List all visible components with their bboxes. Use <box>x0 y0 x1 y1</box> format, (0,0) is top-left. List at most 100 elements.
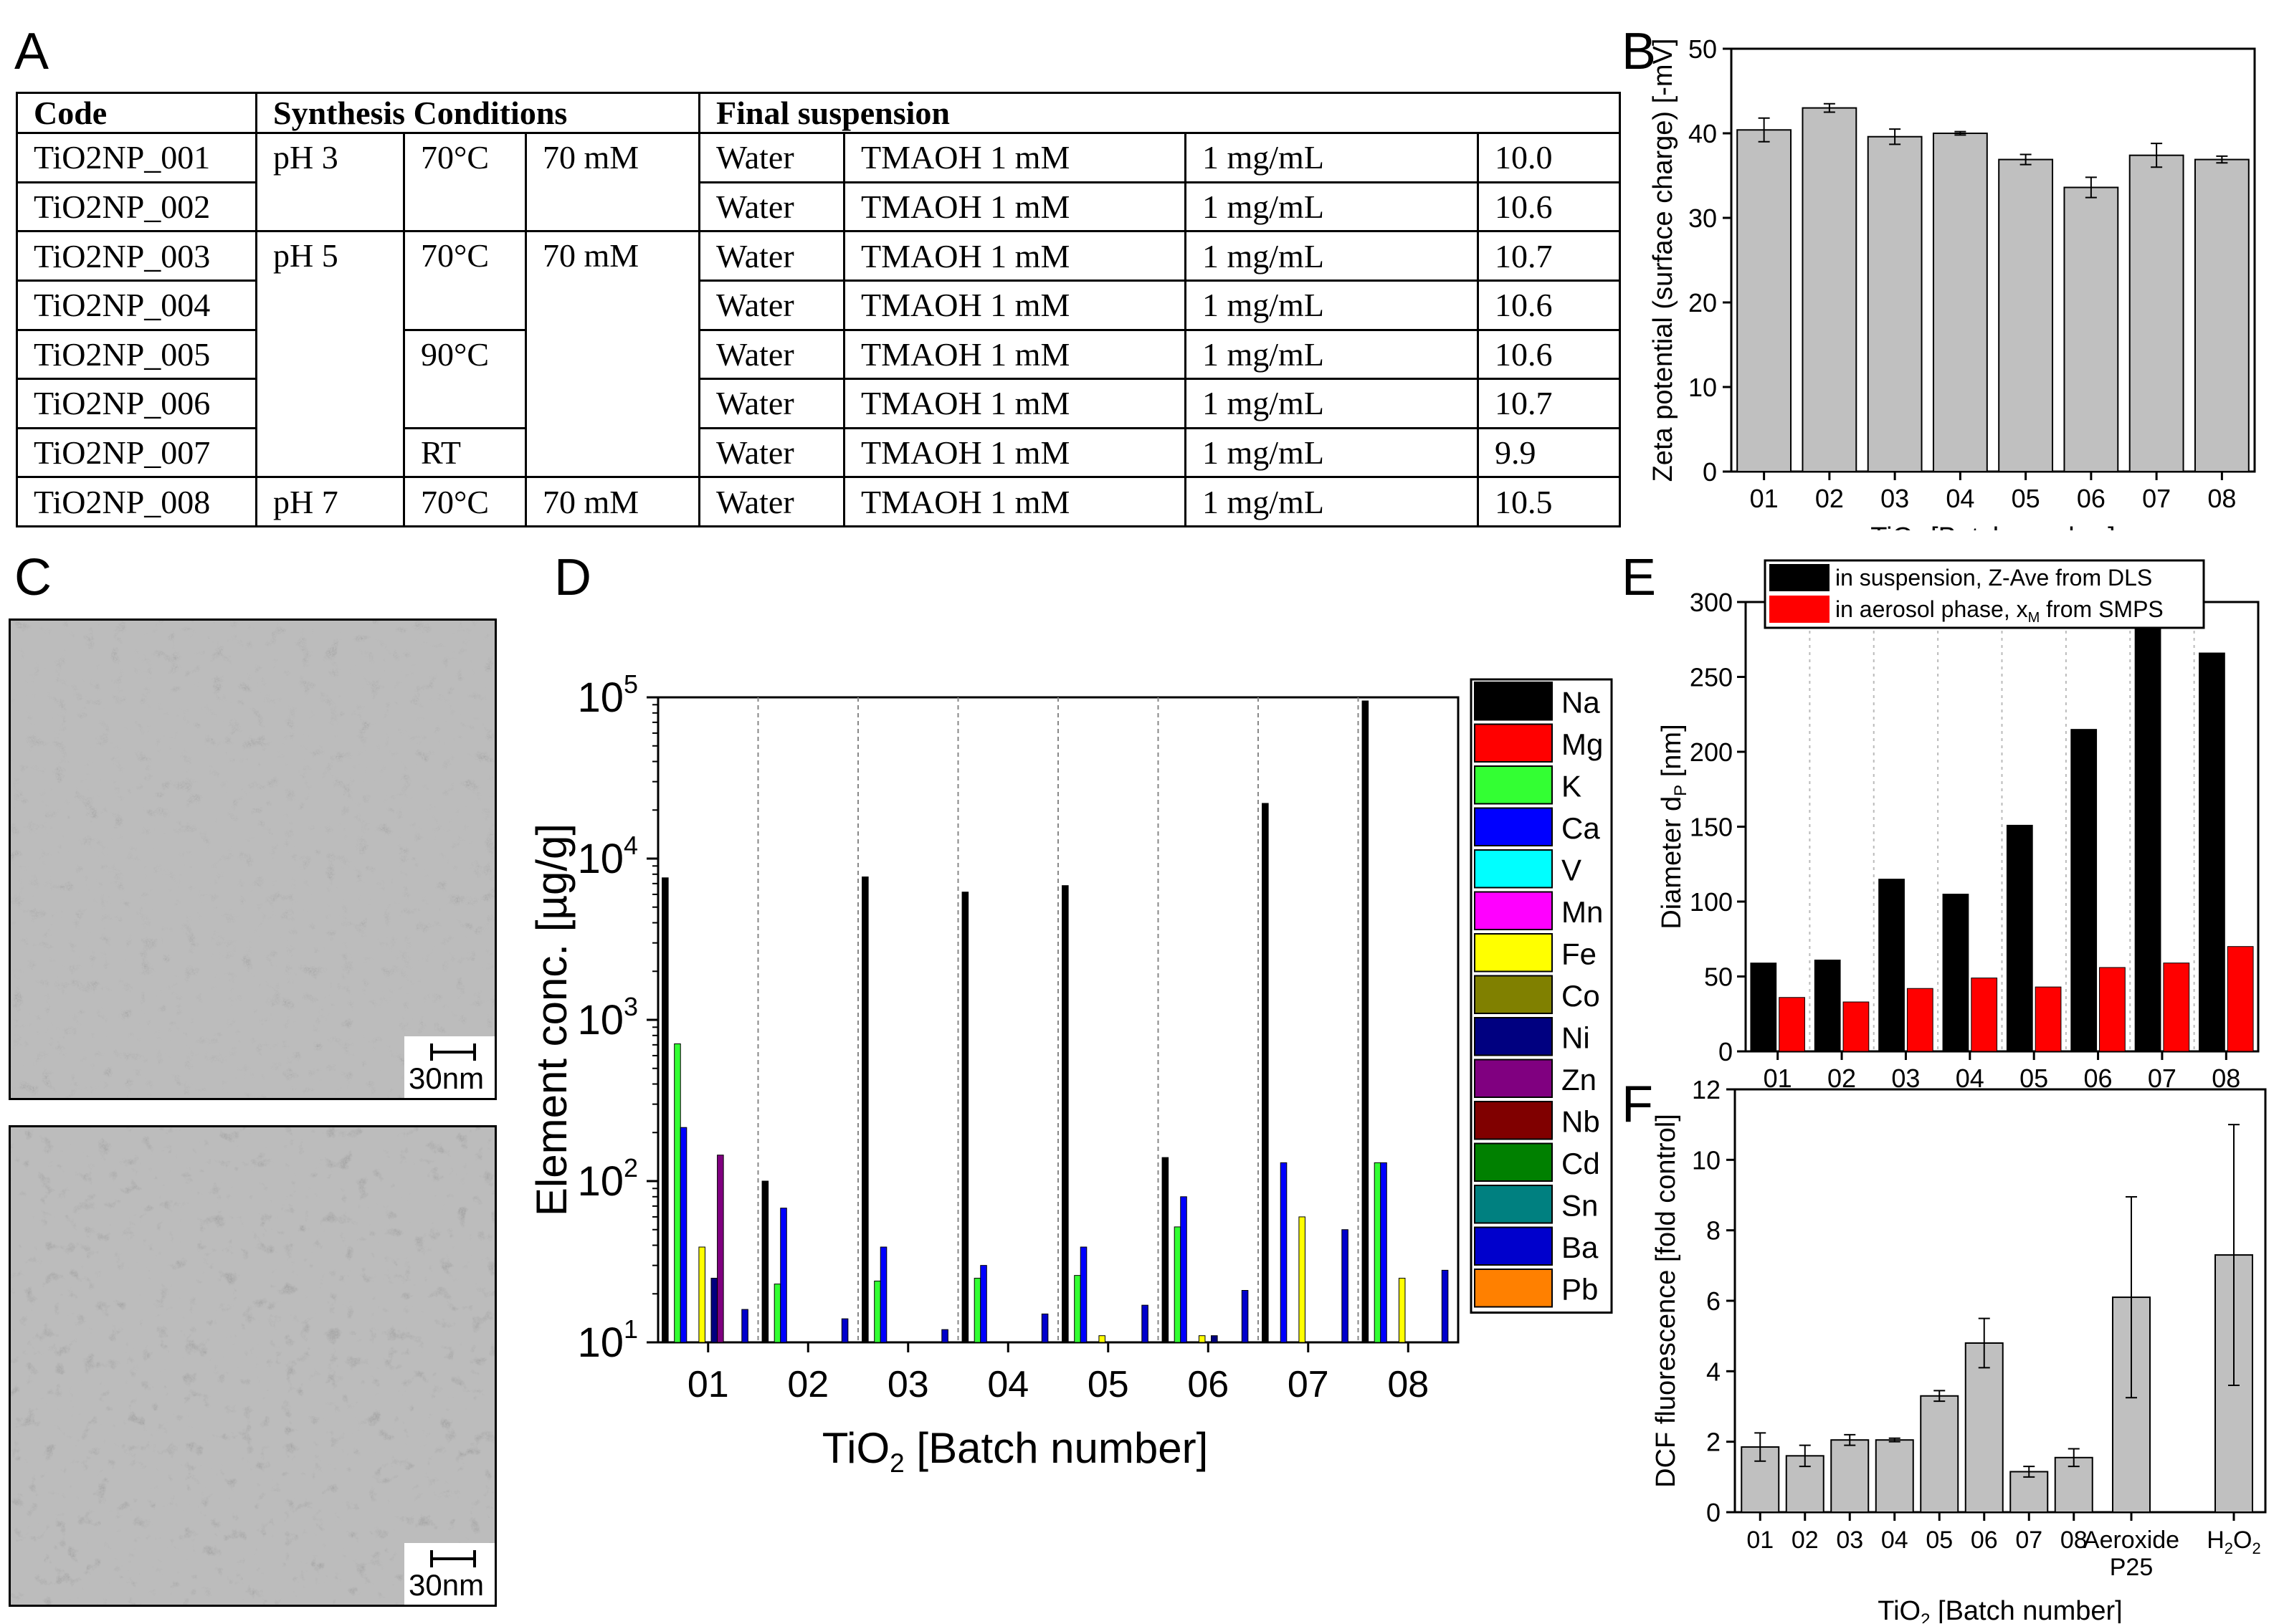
y-tick-label: 12 <box>1692 1079 1721 1104</box>
bar <box>1971 978 1998 1052</box>
bar <box>1298 1216 1305 1343</box>
bar <box>980 1265 987 1343</box>
panel-label-f: F <box>1622 1076 1653 1133</box>
legend-swatch <box>1474 765 1553 805</box>
legend-swatch <box>1474 1226 1553 1266</box>
bar <box>1875 1439 1914 1514</box>
y-axis-label: DCF fluorescence [fold control] <box>1651 1114 1681 1488</box>
cell-code: TiO2NP_002 <box>16 181 257 233</box>
bar <box>1098 1335 1105 1343</box>
y-tick-label: 50 <box>1704 963 1733 992</box>
x-tick-label: 02 <box>1792 1527 1819 1554</box>
bar <box>1736 129 1792 472</box>
bar <box>2035 986 2062 1052</box>
x-tick-label: 08 <box>1387 1364 1429 1405</box>
bar <box>2006 824 2033 1052</box>
cell-mass: 1 mg/mL <box>1184 132 1479 183</box>
legend-label: Co <box>1561 979 1600 1013</box>
cell-medium: Water <box>698 181 845 233</box>
y-tick-label: 105 <box>577 669 638 721</box>
cell-medium: Water <box>698 426 845 479</box>
cell-value: 10.7 <box>1476 230 1622 282</box>
cell-additive: TMAOH 1 mM <box>843 181 1186 233</box>
bar <box>741 1309 748 1343</box>
bar <box>862 877 869 1343</box>
y-tick-label: 300 <box>1690 588 1733 617</box>
legend-swatch <box>1474 933 1553 973</box>
bar <box>780 1208 787 1343</box>
cell-mass: 1 mg/mL <box>1184 476 1479 527</box>
bar <box>717 1155 724 1343</box>
legend-label: Mg <box>1561 727 1603 761</box>
bar <box>2199 652 2225 1052</box>
y-tick-label: 4 <box>1706 1357 1721 1386</box>
x-tick-label: 04 <box>1946 484 1974 513</box>
chart-b-zeta-potential: 0 10 20 30 40 50 01 02 03 04 05 06 07 08 Zeta potentia… <box>1648 34 2256 530</box>
x-tick-label: 01 <box>1764 1064 1792 1089</box>
bar <box>1074 1275 1081 1343</box>
cell-temp: 90°C <box>403 328 527 429</box>
cell-conc: 70 mM <box>525 476 700 527</box>
x-tick-label: 07 <box>2142 484 2171 513</box>
bar <box>698 1246 705 1343</box>
y-tick-label: 103 <box>577 992 638 1043</box>
bar <box>880 1246 888 1343</box>
synthesis-table: Code Synthesis Conditions Final suspensi… <box>16 92 1622 527</box>
legend-swatch <box>1474 1101 1553 1140</box>
legend-swatch <box>1474 1142 1553 1182</box>
x-tick-label: 06 <box>2077 484 2106 513</box>
bar <box>1942 894 1969 1052</box>
bar <box>2099 967 2126 1052</box>
x-axis-label: TiO2 [Batch number] <box>1870 522 2115 530</box>
bar <box>761 1180 769 1343</box>
panel-label-e: E <box>1622 549 1657 606</box>
cell-temp: 70°C <box>403 230 527 331</box>
x-tick-label: 02 <box>1815 484 1844 513</box>
bar <box>1920 1395 1959 1513</box>
x-axis-label: TiO2 [Batch number] <box>1878 1596 2122 1623</box>
header-final-suspension: Final suspension <box>698 92 1622 134</box>
cell-value: 10.6 <box>1476 328 1622 381</box>
y-tick-label: 0 <box>1718 1037 1733 1066</box>
x-tick-label: 07 <box>2015 1527 2042 1554</box>
x-tick-label: 02 <box>787 1364 829 1405</box>
header-code: Code <box>16 92 257 134</box>
bar <box>710 1277 718 1343</box>
y-axis-label: Element conc. [µg/g] <box>528 823 576 1216</box>
x-tick-label: 01 <box>1746 1527 1774 1554</box>
table-header-row: Code Synthesis Conditions Final suspensi… <box>16 92 1622 134</box>
chart-e-diameter: 0 50 100 150 200 250 300 01 02 03 04 05 06 07 08 Diamet… <box>1657 559 2260 1089</box>
legend-swatch <box>1474 1017 1553 1056</box>
legend-frame <box>1764 559 2205 629</box>
cell-value: 10.7 <box>1476 378 1622 429</box>
bar <box>2134 629 2161 1052</box>
legend-swatch <box>1769 564 1830 591</box>
x-tick-label: Aeroxide <box>2083 1527 2179 1554</box>
cell-conc: 70 mM <box>525 131 700 233</box>
bar <box>674 1043 681 1343</box>
bar <box>1802 107 1857 472</box>
y-tick-label: 101 <box>577 1314 638 1366</box>
y-tick-label: 8 <box>1706 1216 1721 1246</box>
y-axis-label: Zeta potential (surface charge) [-mV] <box>1648 39 1678 482</box>
cell-ph: pH 7 <box>255 476 405 527</box>
x-axis-label: TiO2 [Batch number] <box>822 1424 1209 1478</box>
bar <box>1180 1196 1187 1343</box>
tem-image-top: 30nm <box>9 618 497 1100</box>
y-tick-label: 2 <box>1706 1428 1721 1457</box>
tem-micrograph-bottom <box>11 1127 495 1605</box>
table-row: TiO2NP_006 Water TMAOH 1 mM 1 mg/mL 10.7 <box>16 378 1622 429</box>
legend-swatch <box>1474 807 1553 846</box>
legend-label: Zn <box>1561 1063 1597 1097</box>
legend-label: Na <box>1561 685 1600 719</box>
legend-label: Fe <box>1561 937 1597 970</box>
bar <box>1262 803 1269 1343</box>
bar <box>1241 1290 1249 1343</box>
chart-d-element-concentration: 101 102 103 104 105 01 02 03 04 05 06 07 08 Element c… <box>528 669 1613 1478</box>
cell-medium: Water <box>698 132 845 183</box>
cell-value: 10.6 <box>1476 279 1622 331</box>
cell-code: TiO2NP_004 <box>16 279 257 331</box>
bar <box>1080 1246 1088 1343</box>
bar <box>874 1280 881 1343</box>
